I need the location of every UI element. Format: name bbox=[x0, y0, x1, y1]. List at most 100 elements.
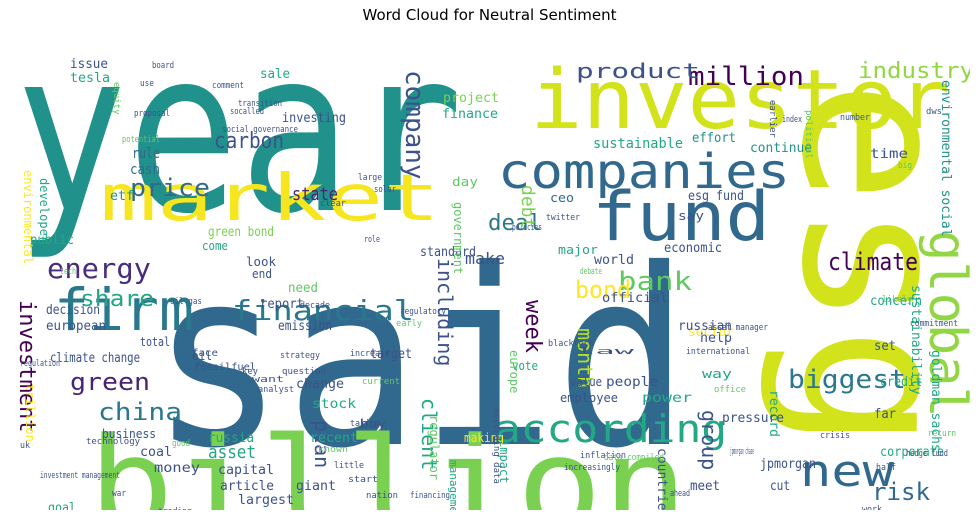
word-end: end bbox=[252, 267, 272, 281]
word-fund: fund bbox=[592, 178, 770, 257]
word-goal: goal bbox=[48, 501, 76, 510]
word-make: make bbox=[465, 249, 505, 268]
word-vote: vote bbox=[512, 359, 538, 373]
word-meet: meet bbox=[690, 479, 720, 494]
word-good: good bbox=[172, 439, 190, 449]
word-product: product bbox=[576, 59, 700, 83]
word-according-data: according data bbox=[491, 408, 501, 484]
word-international: international bbox=[686, 347, 750, 357]
word-public: public bbox=[30, 233, 74, 248]
word-recent: recent bbox=[310, 431, 358, 446]
word-environmental: environmental bbox=[21, 170, 35, 264]
word-potential: potential bbox=[122, 135, 160, 145]
word-likely: likely bbox=[882, 295, 913, 305]
word-european: european bbox=[46, 319, 106, 334]
word-little: little bbox=[334, 461, 364, 471]
word-state: state bbox=[292, 184, 338, 205]
word-goldman-sachs: goldman sachs bbox=[928, 350, 943, 452]
word-price: price bbox=[130, 174, 210, 202]
word-oil: oil bbox=[192, 349, 212, 363]
word-company: company bbox=[399, 70, 429, 180]
word-policies: policies bbox=[512, 223, 542, 233]
word-decision: decision bbox=[46, 303, 100, 318]
word-big: big bbox=[898, 161, 912, 171]
word-buy: buy bbox=[360, 417, 386, 431]
word-holding: holding bbox=[248, 509, 304, 510]
word-new: new bbox=[800, 446, 895, 497]
word-oil-gas: oil gas bbox=[170, 297, 202, 307]
word-cash: cash bbox=[130, 162, 160, 178]
word-debt: debt bbox=[517, 185, 538, 228]
word-article: article bbox=[220, 479, 274, 494]
word-jpmorgan-chase: jpmorgan chase bbox=[730, 447, 754, 457]
word-sector: sector bbox=[688, 325, 734, 340]
word-environmental-social: environmental social bbox=[938, 80, 953, 237]
word-technology: technology bbox=[86, 437, 141, 447]
word-socalled: socalled bbox=[230, 107, 264, 117]
word-people: people bbox=[606, 375, 658, 390]
word-political: political bbox=[803, 110, 813, 159]
word-trading: trading bbox=[158, 507, 192, 510]
word-regulator: regulator bbox=[427, 415, 441, 480]
word-known: known bbox=[318, 445, 348, 455]
word-issue: issue bbox=[70, 57, 108, 72]
word-tesla: tesla bbox=[70, 71, 110, 86]
word-office: office bbox=[714, 385, 746, 395]
word-risk: risk bbox=[872, 478, 931, 506]
word-report: report bbox=[260, 297, 304, 312]
word-sustainable: sustainable bbox=[593, 136, 683, 152]
word-help: help bbox=[700, 331, 732, 346]
word-taking: taking bbox=[350, 419, 380, 429]
word-total: total bbox=[140, 335, 170, 349]
word-half: half bbox=[876, 463, 896, 473]
word-investor: investor bbox=[530, 53, 950, 148]
word-bank: bank bbox=[618, 267, 692, 297]
word-ahead: ahead bbox=[670, 489, 690, 499]
word-face: face bbox=[192, 348, 218, 359]
word-analyst: analyst bbox=[258, 385, 294, 395]
word-bond: bond bbox=[575, 276, 631, 304]
word-cloud: year said billion esg investor market companie… bbox=[10, 30, 970, 510]
word-data-compiled: data compiled bbox=[604, 453, 664, 463]
word-according: according bbox=[495, 407, 727, 451]
word-pressure: pressure bbox=[722, 411, 784, 426]
word-government: government bbox=[451, 202, 465, 274]
word-major: major bbox=[558, 243, 598, 257]
word-dws: dws bbox=[926, 107, 942, 117]
word-russian: russian bbox=[678, 319, 732, 334]
word-giant: giant bbox=[296, 479, 336, 494]
word-esg-fund: esg fund bbox=[688, 189, 744, 204]
word-set: set bbox=[874, 339, 896, 354]
word-world: world bbox=[594, 253, 634, 268]
word-sustainability: sustainability bbox=[908, 285, 923, 395]
word-economic: economic bbox=[664, 241, 722, 256]
word-etf: etf bbox=[110, 189, 134, 204]
word-use: use bbox=[140, 79, 154, 89]
word-fossilfuel: fossilfuel bbox=[194, 362, 256, 373]
word-inflation: inflation bbox=[580, 451, 626, 461]
word-cut: cut bbox=[770, 479, 790, 494]
word-earlier: earlier bbox=[767, 100, 777, 139]
word-client: client bbox=[417, 398, 441, 470]
word-climate-change: climate change bbox=[50, 351, 140, 366]
word-share: share bbox=[80, 287, 154, 312]
word-carbon: carbon bbox=[214, 129, 284, 154]
word-standard: standard bbox=[420, 245, 476, 260]
word-biggest: biggest bbox=[788, 365, 906, 395]
word-hedge-fund: hedge fund bbox=[906, 449, 948, 459]
word-decade: decade bbox=[300, 301, 330, 311]
word-equity: equity bbox=[111, 82, 121, 115]
word-twitter: twitter bbox=[546, 213, 581, 223]
word-start: start bbox=[348, 475, 378, 485]
word-investing: investing bbox=[282, 111, 346, 126]
word-far: far bbox=[874, 407, 896, 422]
word-want: want bbox=[252, 375, 284, 385]
chart-title: Word Cloud for Neutral Sentiment bbox=[362, 6, 617, 24]
word-employee: employee bbox=[560, 391, 618, 405]
word-russia: russia bbox=[208, 431, 254, 446]
word-social-governance: social governance bbox=[222, 125, 298, 135]
word-effort: effort bbox=[692, 131, 736, 146]
word-asset-manager: asset manager bbox=[708, 323, 768, 333]
word-number: number bbox=[840, 113, 871, 123]
word-companies: companies bbox=[498, 144, 790, 200]
